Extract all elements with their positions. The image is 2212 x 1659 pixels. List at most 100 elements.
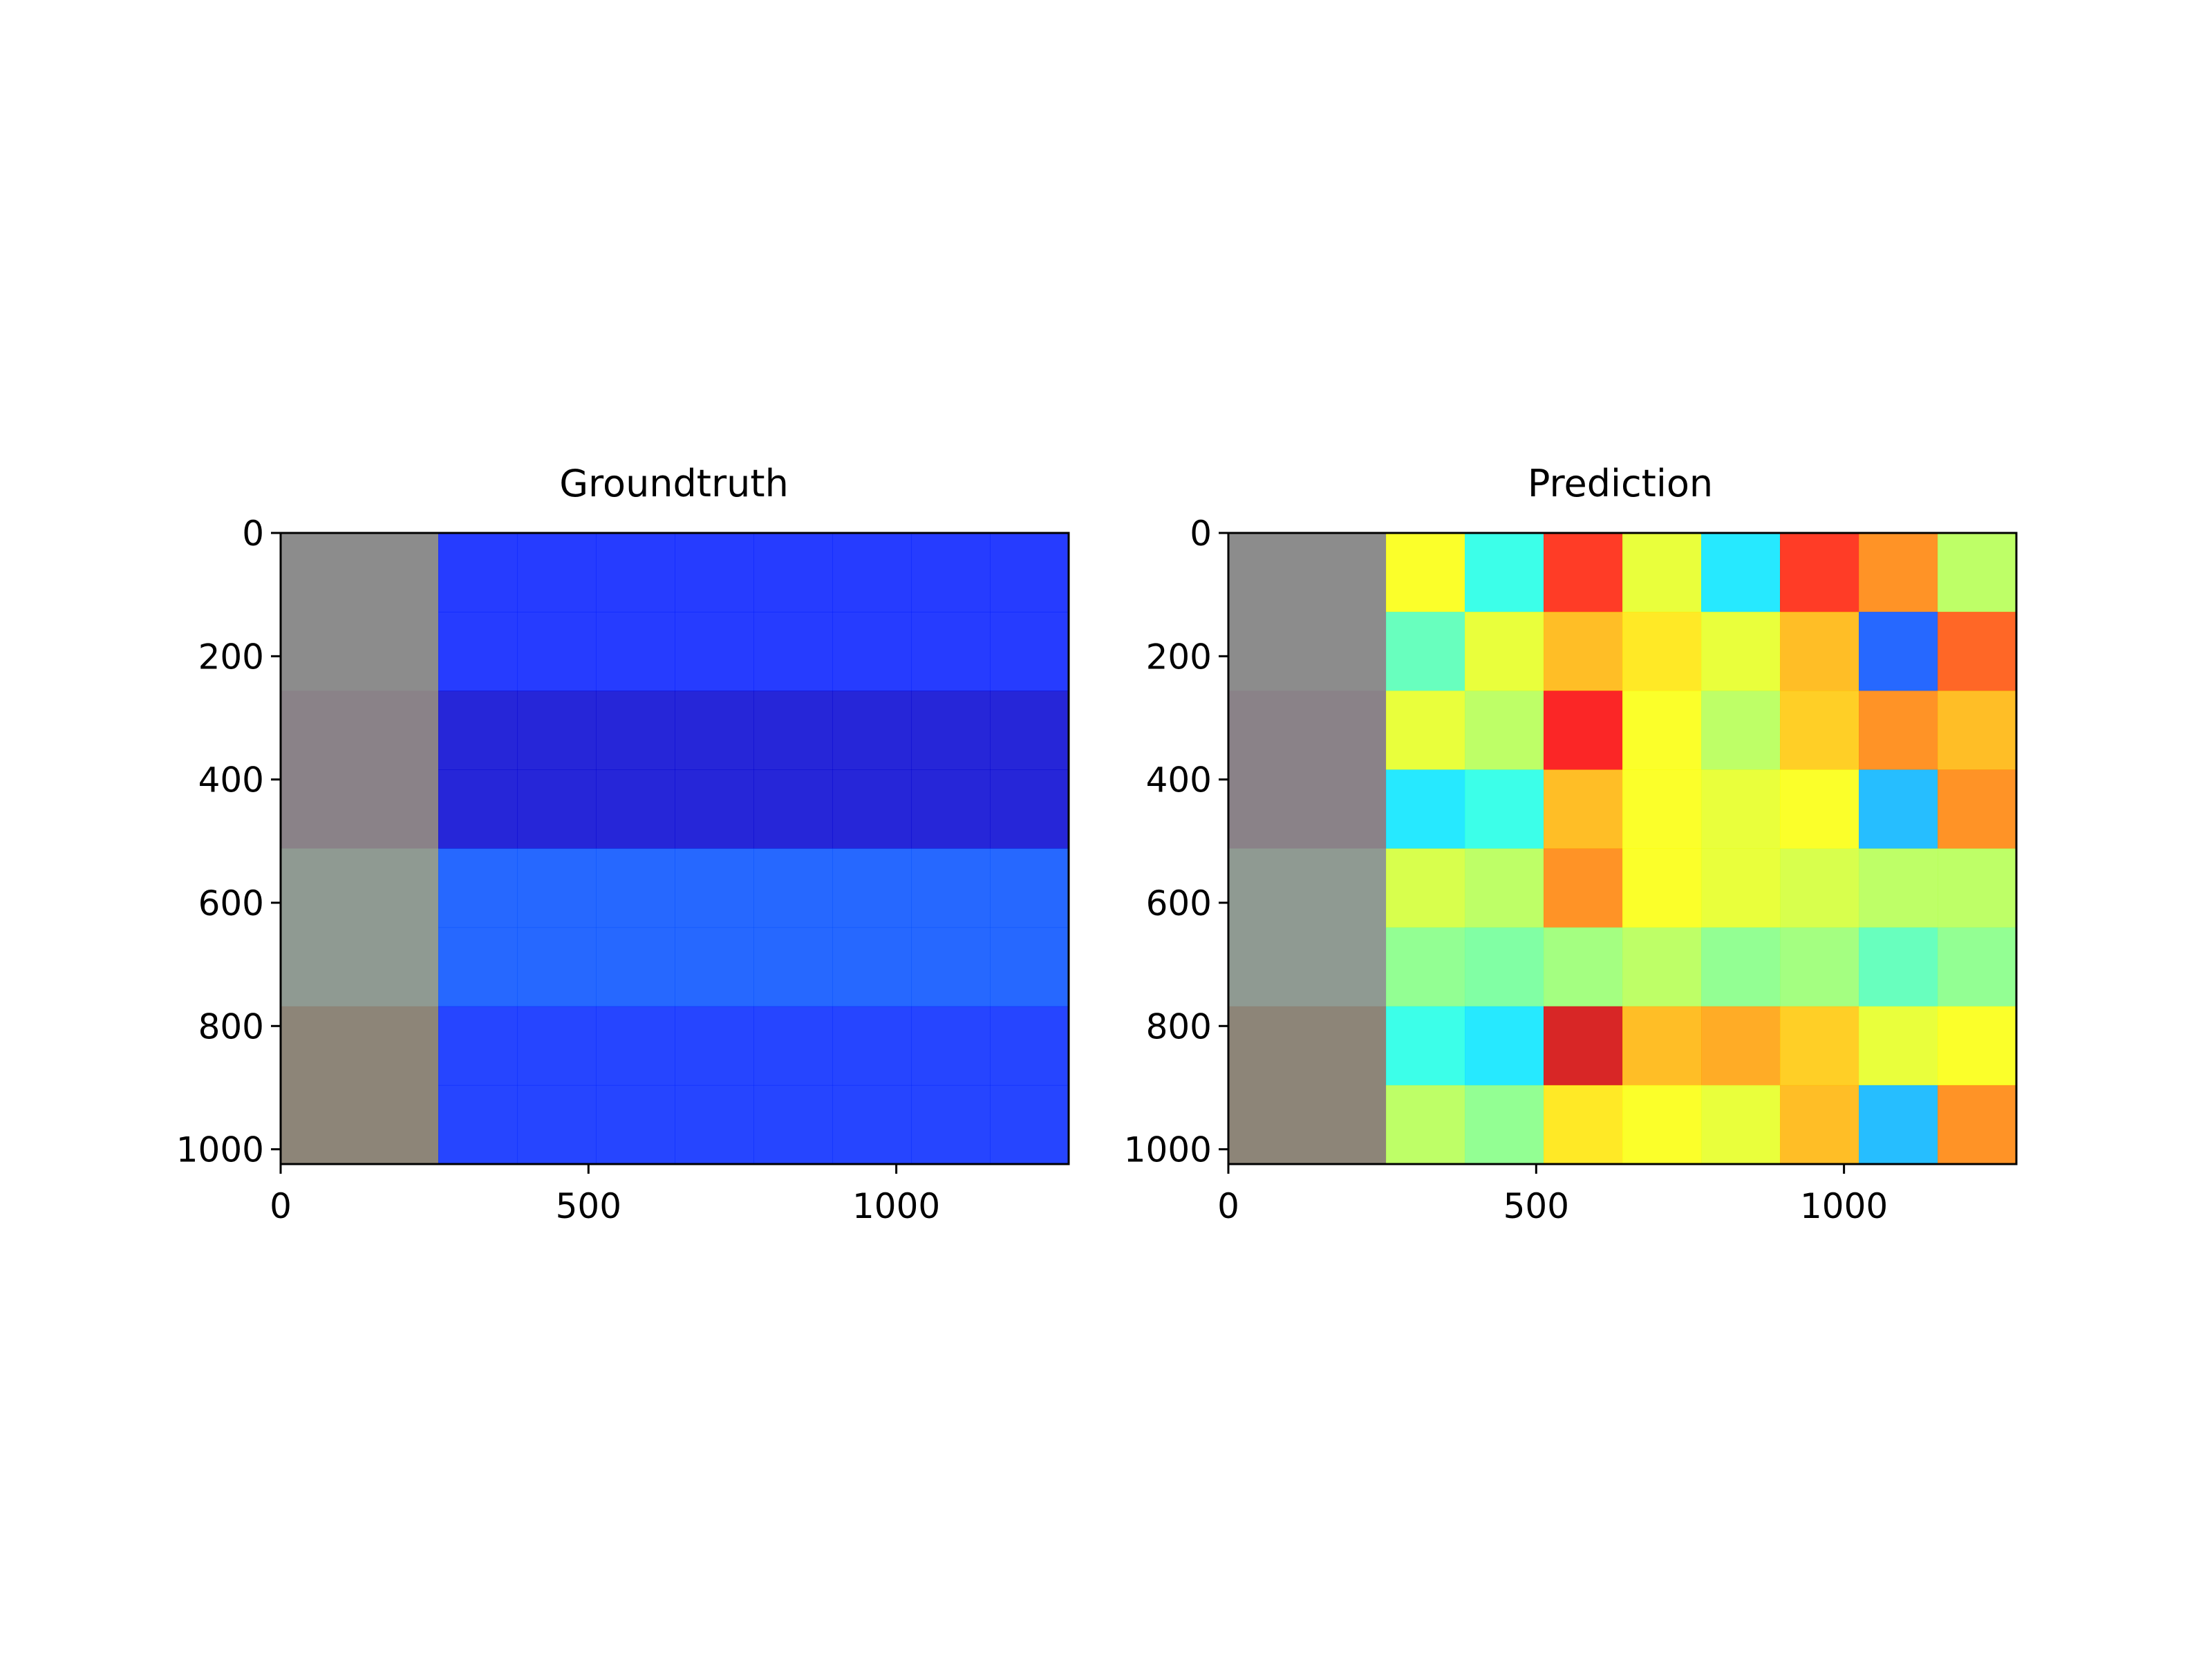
heatmap-tile [1859, 691, 1938, 770]
heatmap-tile [438, 1085, 518, 1165]
heatmap-tile [1465, 691, 1544, 770]
heatmap-tile [1701, 533, 1781, 612]
y-tick-label: 0 [242, 514, 264, 554]
heatmap-tile [832, 533, 912, 612]
heatmap-tile [1544, 1085, 1623, 1165]
heatmap-tile [1544, 691, 1623, 770]
heatmap-tile [990, 1085, 1069, 1165]
heatmap-tile [1465, 848, 1544, 928]
heatmap-tile [675, 1006, 754, 1086]
heatmap-tile [596, 1085, 675, 1165]
heatmap-tile [832, 769, 912, 849]
heatmap-tile [1386, 848, 1465, 928]
heatmap-tile [1465, 1006, 1544, 1086]
input-image-cell [281, 533, 439, 691]
heatmap-tile [675, 848, 754, 928]
heatmap-tile [1622, 691, 1702, 770]
heatmap-tile [517, 1085, 597, 1165]
x-tick-label: 1000 [1800, 1186, 1888, 1226]
y-tick-label: 800 [1146, 1006, 1212, 1047]
heatmap-tile [1938, 927, 2017, 1007]
heatmap-tile [990, 1006, 1069, 1086]
y-tick-label: 200 [1146, 637, 1212, 677]
heatmap-tile [438, 612, 518, 691]
heatmap-tile [517, 848, 597, 928]
heatmap-tile [832, 1006, 912, 1086]
heatmap-tile [753, 612, 833, 691]
heatmap-tile [1386, 769, 1465, 849]
heatmap-tile [753, 691, 833, 770]
y-tick-label: 400 [1146, 760, 1212, 800]
heatmap-tile [832, 691, 912, 770]
x-tick-label: 500 [1503, 1186, 1569, 1226]
y-tick-label: 800 [198, 1006, 264, 1047]
heatmap-tile [1386, 927, 1465, 1007]
input-image-cell [1228, 533, 1387, 691]
heatmap-tile [990, 927, 1069, 1007]
y-tick-label: 600 [198, 883, 264, 924]
heatmap-tile [911, 769, 991, 849]
heatmap-tile [1859, 533, 1938, 612]
heatmap-tile [596, 691, 675, 770]
heatmap-tile [1938, 1006, 2017, 1086]
heatmap-tile [990, 769, 1069, 849]
heatmap-tile [990, 533, 1069, 612]
heatmap-tile [1544, 848, 1623, 928]
heatmap-tile [1386, 1085, 1465, 1165]
heatmap-tile [1386, 1006, 1465, 1086]
input-image-cell [1228, 691, 1387, 849]
x-tick-label: 0 [1217, 1186, 1239, 1226]
heatmap-tile [1701, 691, 1781, 770]
heatmap-tile [1622, 1006, 1702, 1086]
heatmap-tile [1701, 927, 1781, 1007]
axes-frame [1227, 532, 2018, 1165]
heatmap-tile [517, 1006, 597, 1086]
input-image-cell [281, 1006, 439, 1165]
heatmap-tile [675, 691, 754, 770]
heatmap-tile [1938, 612, 2017, 691]
heatmap-tile [1465, 533, 1544, 612]
heatmap-tile [911, 691, 991, 770]
heatmap-tile [1386, 533, 1465, 612]
axes-frame [279, 532, 1070, 1165]
heatmap-tile [1465, 1085, 1544, 1165]
y-tick-label: 1000 [176, 1130, 264, 1170]
heatmap-tile [1701, 769, 1781, 849]
heatmap-tile [832, 848, 912, 928]
heatmap-tile [438, 927, 518, 1007]
heatmap-tile [1780, 612, 1859, 691]
heatmap-tile [517, 691, 597, 770]
heatmap-tile [1859, 927, 1938, 1007]
y-tick-label: 1000 [1124, 1130, 1212, 1170]
heatmap-tile [1544, 769, 1623, 849]
heatmap-tile [1780, 1006, 1859, 1086]
heatmap-tile [911, 533, 991, 612]
x-tick-label: 1000 [852, 1186, 940, 1226]
heatmap-tile [1938, 691, 2017, 770]
prediction-title: Prediction [1528, 462, 1713, 505]
heatmap-tile [1859, 612, 1938, 691]
heatmap-tile [753, 927, 833, 1007]
heatmap-tile [596, 612, 675, 691]
heatmap-tile [1622, 848, 1702, 928]
heatmap-tile [1859, 848, 1938, 928]
heatmap-tile [1386, 612, 1465, 691]
heatmap-tile [753, 533, 833, 612]
y-tick-label: 600 [1146, 883, 1212, 924]
heatmap-tile [832, 612, 912, 691]
heatmap-tile [1544, 927, 1623, 1007]
heatmap-tile [1859, 1085, 1938, 1165]
heatmap-tile [1780, 691, 1859, 770]
groundtruth-title: Groundtruth [559, 462, 789, 505]
heatmap-tile [1465, 769, 1544, 849]
heatmap-tile [1622, 769, 1702, 849]
input-image-cell [1228, 1006, 1387, 1165]
heatmap-tile [596, 769, 675, 849]
heatmap-tile [438, 533, 518, 612]
heatmap-tile [1859, 769, 1938, 849]
heatmap-tile [1622, 1085, 1702, 1165]
heatmap-tile [675, 927, 754, 1007]
heatmap-tile [675, 769, 754, 849]
